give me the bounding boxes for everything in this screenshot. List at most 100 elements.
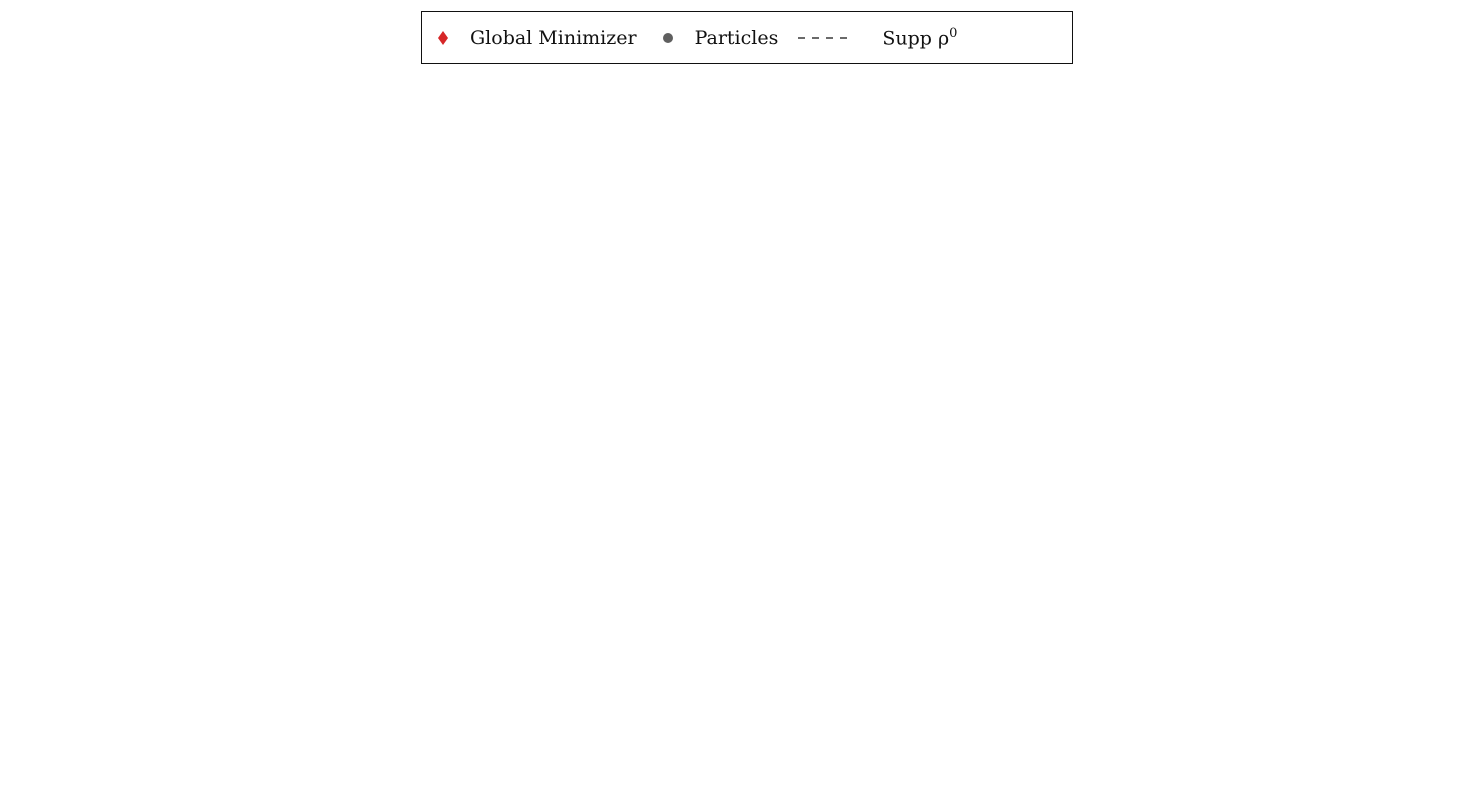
particle-point (356, 410, 368, 422)
x-axis-arrow (701, 711, 709, 719)
particle-point (402, 354, 414, 365)
particle-point (962, 305, 973, 317)
y-tick-label: 0.8 (749, 200, 790, 230)
particle-point (1117, 292, 1129, 304)
global-minimizer-marker (988, 363, 999, 378)
support-legend-line (798, 36, 855, 39)
x-tick-label: 0.8 (1286, 732, 1327, 762)
particle-point (350, 243, 362, 255)
global-minimizer-marker (389, 395, 399, 409)
particle-point (1193, 267, 1205, 278)
x-tick-label: 0.2 (911, 732, 952, 762)
legend-particles-label: Particles (694, 26, 779, 49)
particle-point (1057, 495, 1069, 507)
particle-point (379, 437, 391, 449)
y-tick-label: 0.4 (24, 451, 65, 481)
particle-point (416, 288, 428, 300)
particles-legend-marker (662, 32, 673, 43)
x-tick-label: 0.8 (561, 732, 602, 762)
particle-point (1265, 252, 1277, 264)
particle-point (1101, 339, 1112, 350)
particle-point (1127, 354, 1139, 365)
particle-point (1141, 288, 1153, 300)
particle-point (404, 427, 416, 439)
particle-point (1220, 315, 1232, 327)
particle-point (267, 454, 278, 465)
support-circle (899, 182, 1339, 622)
particle-point (1257, 464, 1269, 476)
particle-point (392, 292, 404, 304)
particle-point (1267, 288, 1279, 300)
particle-point (601, 429, 613, 440)
particle-point (1065, 526, 1077, 537)
particle-point (542, 288, 554, 300)
particle-point (1220, 350, 1232, 362)
y-tick-label: 1 (773, 75, 790, 105)
support-circle (174, 182, 614, 622)
particle-point (1326, 429, 1338, 440)
particle-point (352, 272, 364, 283)
particle-point (1257, 407, 1269, 419)
particle-point (535, 359, 547, 370)
particle-point (1072, 307, 1084, 318)
x-tick-label: 0.2 (186, 732, 227, 762)
particle-point (332, 495, 344, 507)
particle-point (355, 322, 367, 333)
particle-point (181, 350, 193, 362)
particle-point (244, 417, 256, 429)
y-tick-label: 0.2 (24, 576, 65, 606)
particle-point (340, 526, 352, 537)
support-label-text: Supp ρ (882, 27, 950, 50)
particle-point (992, 454, 1003, 465)
particle-point (1104, 437, 1116, 449)
particle-point (1211, 245, 1223, 256)
x-tick-label: 0.6 (1161, 732, 1202, 762)
particle-point (203, 492, 215, 504)
particle-point (1230, 414, 1242, 425)
global-minimizer-marker (1239, 457, 1250, 472)
particle-point (1246, 240, 1258, 251)
minimizer-legend-marker (438, 30, 448, 45)
particle-point (1223, 277, 1234, 288)
x-axis-arrow (1426, 711, 1434, 719)
x-tick-label: 0.4 (1036, 732, 1077, 762)
y-axis-arrow (77, 87, 85, 95)
particle-point (376, 339, 387, 350)
particle-point (532, 464, 544, 476)
particle-point (468, 267, 480, 278)
particle-point (486, 245, 498, 256)
particle-point (1109, 450, 1121, 462)
particle-point (1235, 315, 1247, 327)
support-label-sup: 0 (949, 25, 958, 41)
particle-point (1049, 489, 1060, 501)
particle-point (356, 360, 367, 372)
particle-point (1260, 359, 1272, 370)
x-tick-label: 1 (699, 732, 716, 762)
particle-point (495, 350, 507, 362)
particle-point (973, 505, 985, 517)
particle-point (495, 315, 507, 327)
particle-point (1081, 410, 1093, 422)
particle-point (1080, 322, 1092, 333)
y-tick-label: 0.4 (749, 451, 790, 481)
global-minimizer-marker (1114, 395, 1124, 409)
particle-point (1109, 197, 1121, 209)
particle-point (1077, 272, 1089, 283)
particle-point (498, 277, 509, 288)
global-minimizer-marker (1038, 520, 1049, 535)
particle-point (210, 360, 221, 372)
global-minimizer-marker (1207, 332, 1218, 347)
particle-point (1275, 285, 1286, 297)
y-tick-label: 0.8 (24, 200, 65, 230)
particle-point (1129, 427, 1141, 439)
particle-point (969, 417, 981, 429)
panel-single-task: Single-task CBO 0.2 0.4 0.6 0.8 1 0.2 0.4 0.6 0.… (24, 75, 716, 762)
y-axis-arrow (802, 87, 810, 95)
particle-point (510, 315, 522, 327)
particle-point (374, 250, 386, 261)
particle-point (453, 252, 464, 264)
particle-point (1155, 476, 1167, 487)
particle-point (906, 350, 918, 362)
particle-point (1213, 394, 1224, 405)
